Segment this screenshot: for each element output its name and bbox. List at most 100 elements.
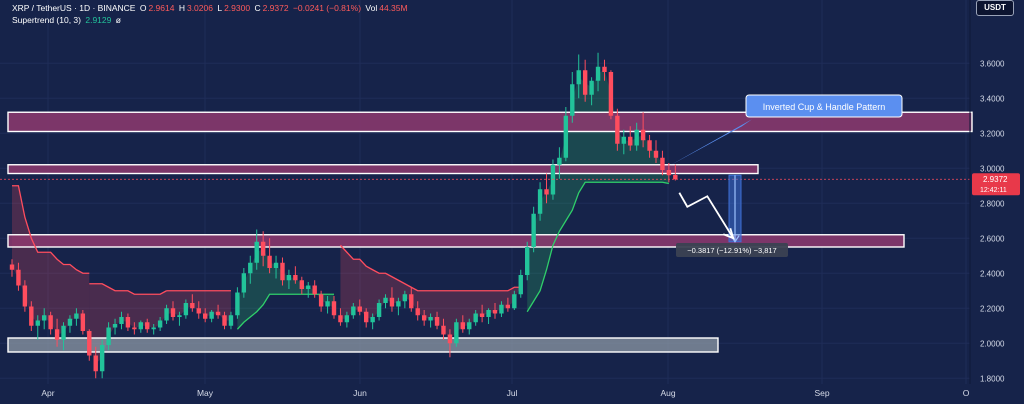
candle-body (563, 115, 569, 158)
candle-body (312, 285, 317, 295)
ohlc-open-value: 2.9614 (148, 3, 175, 13)
candle-body (544, 189, 549, 195)
candle-body (318, 294, 324, 307)
candle-body (80, 313, 86, 331)
price-axis[interactable]: 3.6000 3.4000 3.2000 3.0000 2.8000 2.6000 2.40… (972, 59, 1020, 383)
resistance-zone-upper (7, 111, 973, 133)
support-zone (7, 337, 719, 353)
time-tick-label: Jul (507, 388, 518, 398)
candle-body (364, 311, 369, 323)
measure-label: −0.3817 (−12.91%) −3,817 (687, 246, 776, 255)
time-tick-label: O (963, 388, 970, 398)
projection-arrowhead (722, 227, 735, 240)
candle-body (145, 322, 150, 330)
last-price-label: 2.9372 (983, 175, 1008, 184)
candle-body (183, 303, 189, 316)
time-tick-label: Sep (814, 388, 829, 398)
candle-body (273, 262, 279, 268)
candle-body (428, 317, 433, 321)
candle-body (22, 285, 28, 307)
candle-body (74, 313, 79, 319)
candle-body (338, 315, 343, 323)
indicator-value: 2.9129 (85, 15, 112, 25)
ohlc-change: −0.0241 (−0.81%) (292, 3, 362, 13)
candle-body (325, 301, 330, 307)
price-tick-label: 3.6000 (980, 59, 1005, 68)
supertrend-lines (12, 181, 670, 330)
ohlc-close-label: C (254, 3, 261, 13)
pattern-label-box (745, 94, 903, 118)
price-tick-label: 3.4000 (980, 94, 1005, 103)
countdown-label: 12:42:11 (980, 187, 1007, 194)
price-tick-label: 2.0000 (980, 339, 1005, 348)
indicator-name[interactable]: Supertrend (10, 3) (12, 15, 81, 25)
candle-body (602, 66, 607, 72)
time-axis[interactable]: Apr May Jun Jul Aug Sep O (41, 388, 969, 398)
price-tick-label: 2.2000 (980, 304, 1005, 313)
candle-body (512, 294, 517, 309)
symbol-title[interactable]: XRP / TetherUS · 1D · BINANCE (12, 3, 136, 13)
time-tick-label: Apr (41, 388, 54, 398)
candle-body (582, 70, 588, 95)
candle-body (409, 294, 414, 309)
indicator-visibility-icon[interactable]: ø (115, 15, 121, 25)
candle-body (660, 157, 665, 170)
candle-body (415, 308, 420, 316)
candle-body (518, 275, 523, 295)
candle-body (595, 66, 601, 81)
candle-body (280, 262, 285, 281)
candle-body (267, 255, 272, 268)
zones (7, 111, 973, 353)
candle-body (119, 317, 124, 324)
candle-body (248, 262, 253, 274)
candle-body (389, 297, 395, 307)
candle-body (177, 315, 182, 317)
drawings-overlay[interactable]: Inverted Cup & Handle Pattern −0.3817 (−1… (0, 94, 970, 257)
candle-body (421, 315, 427, 321)
candle-body (42, 315, 47, 321)
candle-body (621, 136, 626, 144)
candle-body (228, 315, 234, 326)
candle-body (441, 325, 446, 335)
candle-body (29, 306, 34, 326)
candle-body (93, 355, 98, 372)
resistance-zone-mid (7, 164, 759, 175)
candle-body (203, 313, 208, 319)
candle-body (557, 157, 562, 165)
pattern-label: Inverted Cup & Handle Pattern (763, 102, 886, 112)
candle-body (634, 129, 639, 146)
price-tick-label: 3.0000 (980, 164, 1005, 173)
candle-body (99, 345, 105, 372)
candle-body (293, 275, 298, 281)
candle-body (125, 317, 131, 328)
candle-body (402, 294, 408, 302)
candle-body (344, 315, 350, 323)
projection-path (678, 192, 735, 239)
candle-body (215, 311, 221, 316)
candle-body (486, 310, 491, 317)
candle-body (9, 264, 15, 270)
candle-body (447, 334, 453, 344)
candle-body (370, 317, 375, 323)
candle-body (666, 170, 672, 176)
ohlc-open-label: O (139, 3, 147, 13)
measure-label-box (676, 243, 788, 257)
currency-button[interactable]: USDT (976, 0, 1014, 16)
supertrend-fill-up (237, 248, 334, 330)
indicator-legend[interactable]: Supertrend (10, 3) 2.9129 ø (12, 15, 123, 25)
candle-body (499, 304, 504, 314)
candle-body (209, 311, 214, 319)
candle-body (331, 301, 337, 316)
candle-body (260, 241, 266, 256)
ohlc-low-label: L (217, 3, 223, 13)
candle-body (673, 175, 678, 180)
candle-body (35, 320, 40, 326)
supertrend-line-down (12, 185, 90, 274)
candle-body (653, 150, 659, 158)
time-tick-label: Jun (353, 388, 367, 398)
candle-body (383, 297, 388, 303)
candle-body (589, 80, 594, 95)
candle-body (132, 327, 137, 330)
